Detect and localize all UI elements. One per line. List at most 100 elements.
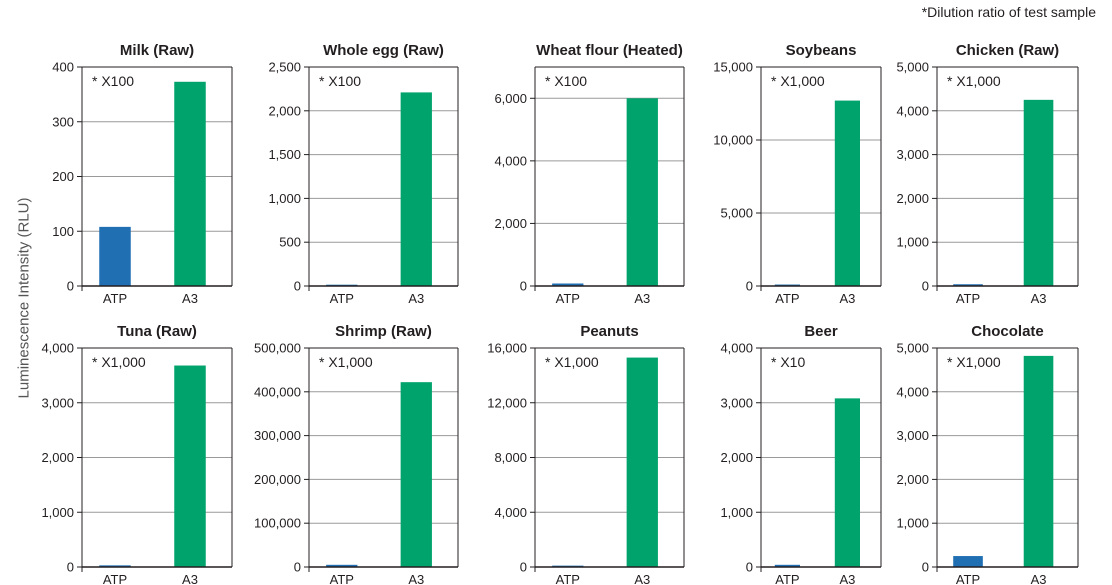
category-label-a3: A3	[634, 291, 650, 306]
category-label-a3: A3	[634, 572, 650, 585]
y-tick-label: 0	[67, 279, 74, 294]
category-label-a3: A3	[839, 572, 855, 585]
y-tick-label: 4,000	[494, 153, 527, 168]
y-tick-label: 200,000	[254, 472, 301, 487]
bar-a3	[1024, 356, 1054, 567]
y-tick-label: 0	[294, 560, 301, 575]
dilution-label: * X1,000	[771, 73, 825, 89]
dilution-label: * X100	[319, 73, 361, 89]
category-label-a3: A3	[839, 291, 855, 306]
category-label-atp: ATP	[956, 291, 980, 306]
y-tick-label: 16,000	[487, 341, 527, 356]
y-tick-label: 0	[294, 279, 301, 294]
y-tick-label: 4,000	[494, 505, 527, 520]
panel-title: Peanuts	[580, 323, 638, 340]
y-tick-label: 4,000	[896, 103, 929, 118]
y-tick-label: 5,000	[896, 341, 929, 356]
y-tick-label: 15,000	[713, 60, 753, 75]
y-tick-label: 1,000	[896, 516, 929, 531]
y-tick-label: 8,000	[494, 450, 527, 465]
y-tick-label: 2,000	[41, 450, 74, 465]
bar-a3	[401, 92, 432, 286]
category-label-a3: A3	[408, 572, 424, 585]
y-tick-label: 6,000	[494, 91, 527, 106]
category-label-atp: ATP	[330, 291, 354, 306]
y-tick-label: 4,000	[896, 384, 929, 399]
y-tick-label: 200	[52, 169, 74, 184]
y-tick-label: 4,000	[720, 341, 753, 356]
category-label-a3: A3	[182, 572, 198, 585]
category-label-atp: ATP	[330, 572, 354, 585]
bar-atp	[99, 227, 131, 286]
panel-title: Milk (Raw)	[120, 42, 194, 59]
category-label-atp: ATP	[556, 291, 580, 306]
dilution-label: * X1,000	[947, 73, 1001, 89]
category-label-atp: ATP	[103, 572, 127, 585]
y-tick-label: 500	[279, 235, 301, 250]
bar-a3	[835, 398, 860, 567]
y-tick-label: 500,000	[254, 341, 301, 356]
bar-atp	[953, 556, 983, 567]
panel-title: Tuna (Raw)	[117, 323, 197, 340]
category-label-atp: ATP	[556, 572, 580, 585]
y-tick-label: 4,000	[41, 341, 74, 356]
y-tick-label: 300	[52, 114, 74, 129]
bar-a3	[174, 366, 206, 567]
y-tick-label: 3,000	[41, 395, 74, 410]
y-tick-label: 0	[520, 560, 527, 575]
bar-a3	[174, 82, 206, 286]
y-tick-label: 10,000	[713, 133, 753, 148]
y-tick-label: 1,000	[896, 235, 929, 250]
y-tick-label: 2,000	[268, 103, 301, 118]
y-tick-label: 100	[52, 224, 74, 239]
dilution-label: * X1,000	[92, 354, 146, 370]
y-tick-label: 2,000	[896, 191, 929, 206]
y-tick-label: 1,000	[720, 505, 753, 520]
y-tick-label: 3,000	[720, 395, 753, 410]
y-tick-label: 1,000	[41, 505, 74, 520]
bar-a3	[835, 101, 860, 286]
category-label-a3: A3	[1031, 572, 1047, 585]
dilution-label: * X1,000	[545, 354, 599, 370]
bar-a3	[1024, 100, 1054, 286]
y-tick-label: 0	[746, 279, 753, 294]
category-label-a3: A3	[408, 291, 424, 306]
panel-title: Beer	[804, 323, 838, 340]
y-tick-label: 1,500	[268, 147, 301, 162]
category-label-atp: ATP	[775, 572, 799, 585]
dilution-label: * X1,000	[319, 354, 373, 370]
dilution-label: * X100	[545, 73, 587, 89]
y-tick-label: 0	[746, 560, 753, 575]
panel-title: Soybeans	[786, 42, 857, 59]
category-label-atp: ATP	[956, 572, 980, 585]
panel-title: Wheat flour (Heated)	[536, 42, 683, 59]
y-tick-label: 2,500	[268, 60, 301, 75]
bar-a3	[627, 358, 658, 567]
y-tick-label: 12,000	[487, 395, 527, 410]
y-tick-label: 3,000	[896, 147, 929, 162]
y-tick-label: 2,000	[494, 216, 527, 231]
y-tick-label: 100,000	[254, 516, 301, 531]
y-tick-label: 0	[922, 560, 929, 575]
panel-title: Shrimp (Raw)	[335, 323, 432, 340]
category-label-a3: A3	[1031, 291, 1047, 306]
y-tick-label: 400	[52, 60, 74, 75]
y-tick-label: 5,000	[720, 206, 753, 221]
dilution-label: * X10	[771, 354, 805, 370]
category-label-atp: ATP	[103, 291, 127, 306]
dilution-label: * X1,000	[947, 354, 1001, 370]
bar-a3	[401, 382, 432, 567]
panel-title: Chicken (Raw)	[956, 42, 1059, 59]
y-tick-label: 1,000	[268, 191, 301, 206]
panel-title: Whole egg (Raw)	[323, 42, 444, 59]
y-tick-label: 300,000	[254, 428, 301, 443]
category-label-atp: ATP	[775, 291, 799, 306]
category-label-a3: A3	[182, 291, 198, 306]
bar-a3	[627, 98, 658, 286]
y-tick-label: 3,000	[896, 428, 929, 443]
y-tick-label: 2,000	[720, 450, 753, 465]
panel-title: Chocolate	[971, 323, 1044, 340]
y-tick-label: 400,000	[254, 384, 301, 399]
